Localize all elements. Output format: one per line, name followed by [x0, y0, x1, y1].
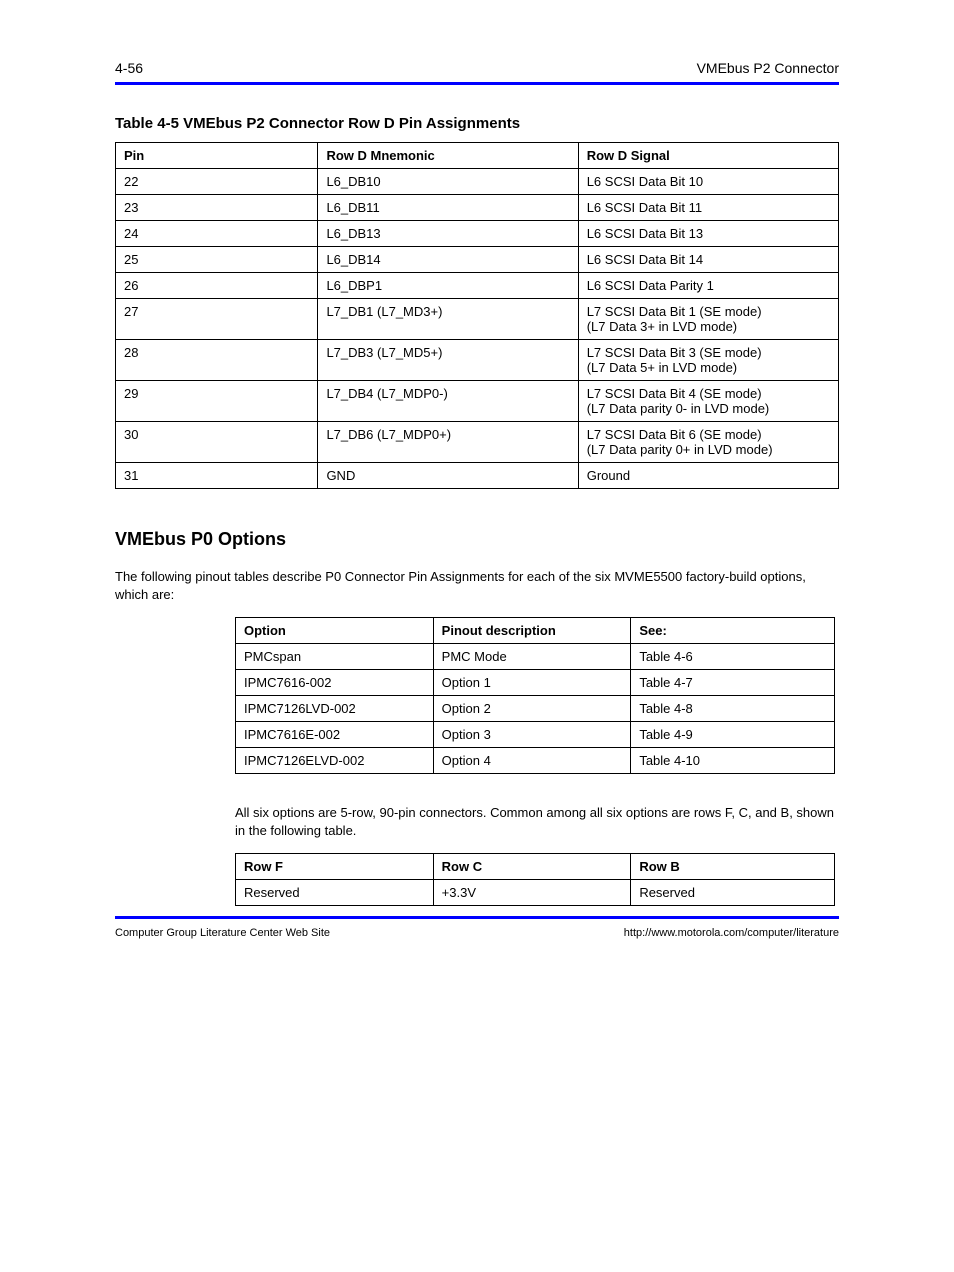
table-cell: L7_DB6 (L7_MDP0+): [318, 422, 578, 463]
table-cell: Option 4: [433, 748, 631, 774]
table-cell: PMC Mode: [433, 644, 631, 670]
table-cell: L6 SCSI Data Bit 13: [578, 221, 838, 247]
table-cell: L6 SCSI Data Bit 10: [578, 169, 838, 195]
table-cell: Table 4-8: [631, 696, 835, 722]
page-number: 4-56: [115, 60, 143, 76]
table-cell: Table 4-10: [631, 748, 835, 774]
table-cell: Reserved: [631, 880, 835, 906]
table-cell: L7 SCSI Data Bit 4 (SE mode)(L7 Data par…: [578, 381, 838, 422]
page-header: 4-56 VMEbus P2 Connector: [115, 60, 839, 76]
section-heading: VMEbus P0 Options: [115, 529, 839, 550]
table1-title: Table 4-5 VMEbus P2 Connector Row D Pin …: [115, 115, 839, 132]
table-cell: L6 SCSI Data Bit 14: [578, 247, 838, 273]
table-cell: L7 SCSI Data Bit 3 (SE mode)(L7 Data 5+ …: [578, 340, 838, 381]
page-footer: Computer Group Literature Center Web Sit…: [115, 927, 839, 939]
table-row: IPMC7616-002Option 1Table 4-7: [236, 670, 835, 696]
table-cell: Option 1: [433, 670, 631, 696]
header-title: VMEbus P2 Connector: [697, 60, 839, 76]
column-header: See:: [631, 618, 835, 644]
table-cell: Table 4-7: [631, 670, 835, 696]
table-cell: Ground: [578, 463, 838, 489]
column-header: Option: [236, 618, 434, 644]
bottom-rule: [115, 916, 839, 919]
column-header: Row D Mnemonic: [318, 143, 578, 169]
table-cell: Option 3: [433, 722, 631, 748]
table-cell: 28: [116, 340, 318, 381]
table-cell: 30: [116, 422, 318, 463]
options-table: OptionPinout descriptionSee: PMCspanPMC …: [235, 617, 835, 774]
table-cell: L6_DB13: [318, 221, 578, 247]
table-row: IPMC7616E-002Option 3Table 4-9: [236, 722, 835, 748]
table-cell: IPMC7126ELVD-002: [236, 748, 434, 774]
table-cell: 29: [116, 381, 318, 422]
table-cell: IPMC7616-002: [236, 670, 434, 696]
table-cell: L6_DB14: [318, 247, 578, 273]
column-header: Pinout description: [433, 618, 631, 644]
table-row: 24L6_DB13L6 SCSI Data Bit 13: [116, 221, 839, 247]
table-cell: Reserved: [236, 880, 434, 906]
intro-paragraph: The following pinout tables describe P0 …: [115, 568, 839, 603]
table-row: 27L7_DB1 (L7_MD3+)L7 SCSI Data Bit 1 (SE…: [116, 299, 839, 340]
table-cell: L7_DB3 (L7_MD5+): [318, 340, 578, 381]
options-block: OptionPinout descriptionSee: PMCspanPMC …: [235, 617, 839, 906]
table-cell: L7_DB1 (L7_MD3+): [318, 299, 578, 340]
table-row: 25L6_DB14L6 SCSI Data Bit 14: [116, 247, 839, 273]
table-cell: GND: [318, 463, 578, 489]
table-cell: Option 2: [433, 696, 631, 722]
table-cell: L6_DB10: [318, 169, 578, 195]
column-header: Row C: [433, 854, 631, 880]
table1: PinRow D MnemonicRow D Signal 22L6_DB10L…: [115, 142, 839, 489]
table-row: IPMC7126ELVD-002Option 4Table 4-10: [236, 748, 835, 774]
table-cell: L7_DB4 (L7_MDP0-): [318, 381, 578, 422]
table-cell: L6 SCSI Data Parity 1: [578, 273, 838, 299]
footer-right: http://www.motorola.com/computer/literat…: [624, 927, 839, 939]
table-cell: PMCspan: [236, 644, 434, 670]
table-cell: L7 SCSI Data Bit 1 (SE mode)(L7 Data 3+ …: [578, 299, 838, 340]
table-cell: 31: [116, 463, 318, 489]
column-header: Row F: [236, 854, 434, 880]
table-cell: 27: [116, 299, 318, 340]
table-cell: Table 4-6: [631, 644, 835, 670]
column-header: Row D Signal: [578, 143, 838, 169]
footer-left: Computer Group Literature Center Web Sit…: [115, 927, 330, 939]
table-cell: L6 SCSI Data Bit 11: [578, 195, 838, 221]
table-row: 28L7_DB3 (L7_MD5+)L7 SCSI Data Bit 3 (SE…: [116, 340, 839, 381]
table-cell: IPMC7616E-002: [236, 722, 434, 748]
table-row: 26L6_DBP1L6 SCSI Data Parity 1: [116, 273, 839, 299]
table-cell: Table 4-9: [631, 722, 835, 748]
table-row: 29L7_DB4 (L7_MDP0-)L7 SCSI Data Bit 4 (S…: [116, 381, 839, 422]
table-row: 23L6_DB11L6 SCSI Data Bit 11: [116, 195, 839, 221]
table-row: PMCspanPMC ModeTable 4-6: [236, 644, 835, 670]
table-cell: 26: [116, 273, 318, 299]
table-row: 22L6_DB10L6 SCSI Data Bit 10: [116, 169, 839, 195]
column-header: Pin: [116, 143, 318, 169]
table-cell: L6_DBP1: [318, 273, 578, 299]
table-row: 31GNDGround: [116, 463, 839, 489]
table-cell: 25: [116, 247, 318, 273]
top-rule: [115, 82, 839, 85]
table-cell: 24: [116, 221, 318, 247]
table-cell: 22: [116, 169, 318, 195]
table-cell: +3.3V: [433, 880, 631, 906]
table-row: 30L7_DB6 (L7_MDP0+)L7 SCSI Data Bit 6 (S…: [116, 422, 839, 463]
table-cell: L7 SCSI Data Bit 6 (SE mode)(L7 Data par…: [578, 422, 838, 463]
table-row: IPMC7126LVD-002Option 2Table 4-8: [236, 696, 835, 722]
table-cell: IPMC7126LVD-002: [236, 696, 434, 722]
outro-paragraph: All six options are 5-row, 90-pin connec…: [235, 804, 839, 839]
table-cell: 23: [116, 195, 318, 221]
common-rows-table: Row FRow CRow B Reserved+3.3VReserved: [235, 853, 835, 906]
table-cell: L6_DB11: [318, 195, 578, 221]
table-row: Reserved+3.3VReserved: [236, 880, 835, 906]
column-header: Row B: [631, 854, 835, 880]
